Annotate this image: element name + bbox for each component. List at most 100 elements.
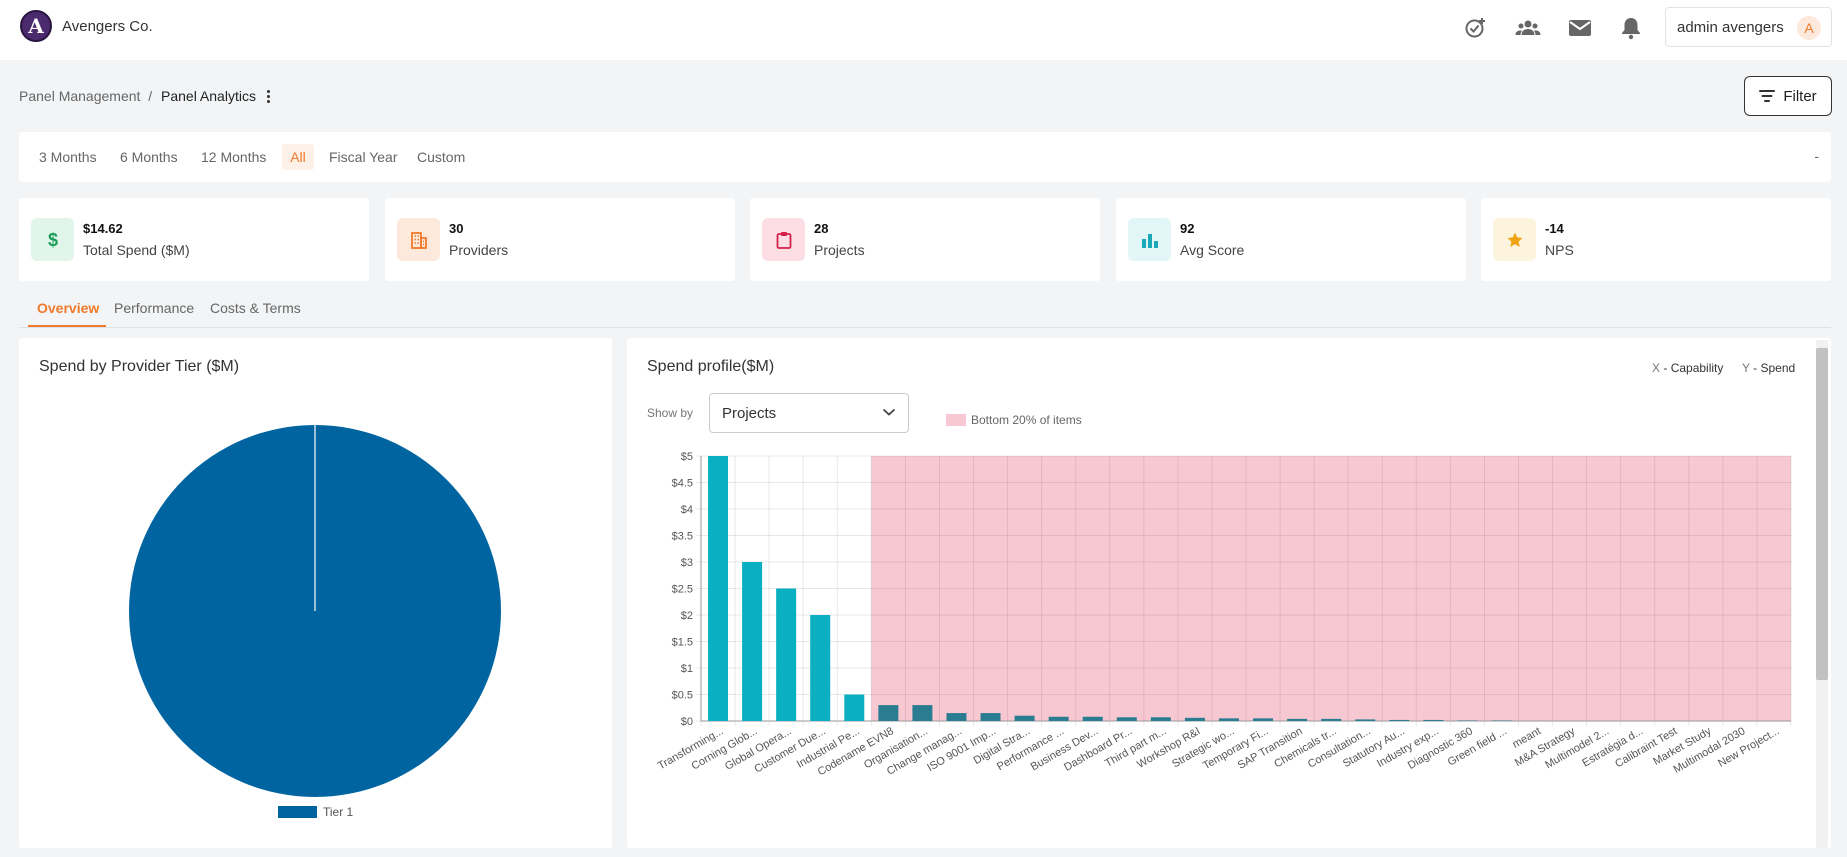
axis-key-x-label: - Capability (1663, 361, 1724, 375)
period-6-months[interactable]: 6 Months (120, 149, 178, 165)
kpi-value: $14.62 (83, 221, 123, 236)
period-selector: 3 Months 6 Months 12 Months All Fiscal Y… (19, 132, 1831, 182)
kpi-card-projects: 28 Projects (750, 198, 1100, 281)
tab-costs-terms[interactable]: Costs & Terms (210, 300, 301, 316)
bar[interactable] (1116, 717, 1137, 721)
bottom-20-band (871, 456, 1791, 721)
y-tick-label: $1 (681, 663, 693, 675)
task-add-icon[interactable] (1462, 14, 1490, 42)
kpi-card-total-spend: $ $14.62 Total Spend ($M) (19, 198, 369, 281)
bar[interactable] (912, 705, 933, 721)
bar[interactable] (1253, 718, 1274, 721)
axis-key-x: X - Capability (1652, 361, 1723, 375)
bar[interactable] (1287, 718, 1308, 721)
bar[interactable] (946, 713, 967, 721)
axis-key-y-label: - Spend (1753, 361, 1796, 375)
building-icon (397, 218, 440, 261)
bell-icon[interactable] (1617, 14, 1645, 42)
dollar-icon: $ (31, 218, 74, 261)
bar[interactable] (708, 456, 729, 721)
bar[interactable] (878, 705, 899, 721)
company-name: Avengers Co. (62, 18, 153, 35)
filter-icon (1759, 90, 1776, 102)
kpi-card-providers: 30 Providers (385, 198, 735, 281)
period-all[interactable]: All (282, 144, 314, 170)
filter-label: Filter (1783, 87, 1817, 105)
kpi-label: Avg Score (1180, 242, 1245, 258)
tab-overview[interactable]: Overview (37, 300, 100, 316)
bar[interactable] (810, 615, 831, 721)
user-menu[interactable]: admin avengers A (1665, 7, 1832, 47)
breadcrumb-separator: / (148, 88, 153, 104)
more-vert-icon[interactable] (262, 87, 274, 105)
kpi-value: 92 (1180, 221, 1195, 236)
bar[interactable] (844, 694, 865, 722)
kpi-label: NPS (1545, 242, 1574, 258)
period-custom[interactable]: Custom (417, 149, 466, 165)
period-3-months[interactable]: 3 Months (39, 149, 97, 165)
bar[interactable] (1389, 719, 1410, 721)
bar-chart-icon (1128, 218, 1171, 261)
bar[interactable] (1218, 718, 1239, 721)
tab-divider (19, 327, 1831, 328)
company-logo[interactable]: A (20, 10, 52, 42)
axis-key-y-letter: Y (1742, 361, 1750, 375)
bar[interactable] (1321, 718, 1342, 721)
y-tick-label: $5 (681, 451, 693, 463)
bar[interactable] (1491, 720, 1512, 721)
period-fiscal-year[interactable]: Fiscal Year (329, 149, 398, 165)
show-by-label: Show by (647, 406, 694, 420)
bar[interactable] (1355, 719, 1376, 721)
page-title: Panel Analytics (161, 88, 256, 104)
period-range: - (1814, 148, 1819, 164)
kpi-value: 30 (449, 221, 464, 236)
kpi-label: Total Spend ($M) (83, 242, 190, 258)
bar[interactable] (1423, 719, 1444, 721)
bar[interactable] (1184, 717, 1205, 721)
breadcrumb-parent[interactable]: Panel Management / (19, 88, 152, 104)
avatar: A (1797, 16, 1821, 40)
axis-key-x-letter: X (1652, 361, 1661, 375)
clipboard-icon (762, 218, 805, 261)
show-by-select[interactable]: Projects (709, 393, 909, 433)
show-by-value: Projects (722, 404, 777, 422)
mail-icon[interactable] (1566, 14, 1594, 42)
bar[interactable] (776, 588, 797, 722)
people-icon[interactable] (1514, 14, 1542, 42)
tier-pie-chart: Tier 1 (129, 425, 501, 819)
bottom-band-legend-swatch (946, 414, 966, 426)
tier-panel-title: Spend by Provider Tier ($M) (39, 358, 240, 375)
spend-panel-title: Spend profile($M) (647, 358, 775, 375)
star-icon (1493, 218, 1536, 261)
chevron-down-icon (882, 408, 896, 416)
kpi-value: -14 (1545, 221, 1564, 236)
bar[interactable] (1150, 717, 1171, 721)
y-tick-label: $0 (681, 716, 693, 728)
axis-key-y: Y - Spend (1742, 361, 1795, 375)
kpi-value: 28 (814, 221, 829, 236)
tab-performance[interactable]: Performance (114, 300, 195, 316)
bar[interactable] (1048, 716, 1069, 721)
y-tick-label: $4 (681, 504, 693, 516)
bar[interactable] (1082, 716, 1103, 721)
breadcrumb-parent-label: Panel Management (19, 88, 141, 104)
period-12-months[interactable]: 12 Months (201, 149, 267, 165)
bar[interactable] (1014, 715, 1035, 721)
bar[interactable] (1457, 720, 1478, 721)
bar[interactable] (980, 713, 1001, 721)
pie-legend-swatch (278, 806, 317, 818)
kpi-card-nps: -14 NPS (1481, 198, 1831, 281)
filter-button[interactable]: Filter (1744, 76, 1832, 116)
pie-legend-label: Tier 1 (323, 805, 354, 819)
y-tick-label: $0.5 (672, 690, 693, 702)
kpi-card-avg-score: 92 Avg Score (1116, 198, 1466, 281)
scrollbar-thumb[interactable] (1816, 348, 1828, 680)
y-tick-label: $3 (681, 557, 693, 569)
y-tick-label: $1.5 (672, 637, 693, 649)
y-tick-label: $2 (681, 610, 693, 622)
bar[interactable] (742, 562, 763, 721)
kpi-label: Providers (449, 242, 509, 258)
y-tick-label: $3.5 (672, 531, 693, 543)
active-tab-indicator (28, 325, 106, 327)
spend-bar-chart: $0$0.5$1$1.5$2$2.5$3$3.5$4$4.5$5Transfor… (656, 451, 1792, 778)
